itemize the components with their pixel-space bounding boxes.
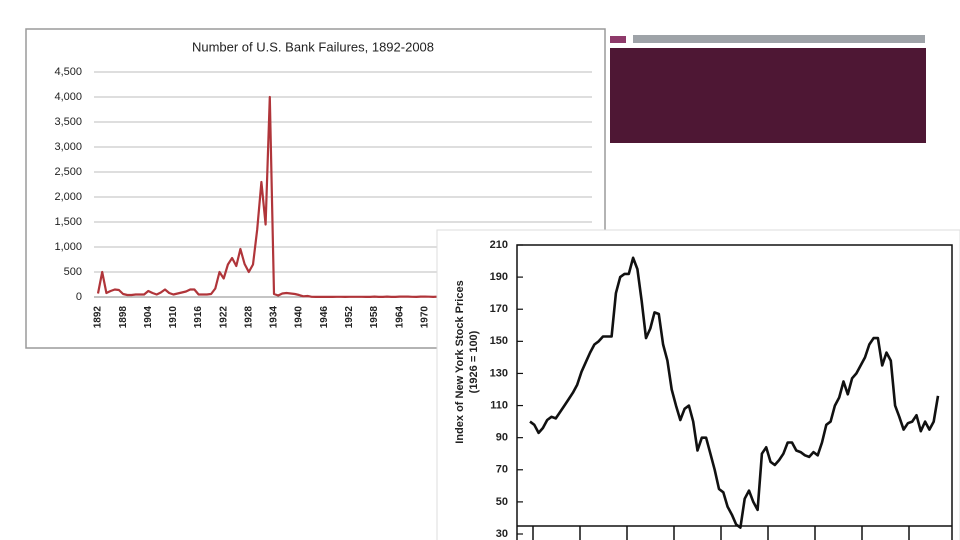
- y-tick-label: 170: [490, 303, 508, 315]
- y-tick-label: 1,000: [54, 241, 82, 253]
- y-tick-label: 4,000: [54, 91, 82, 103]
- y-tick-label: 130: [490, 367, 508, 379]
- chart-frame: [436, 229, 960, 540]
- accent-mark: [610, 36, 626, 43]
- y-tick-label: 210: [490, 239, 508, 251]
- x-tick-label: 1916: [193, 306, 204, 329]
- y-tick-label: 30: [496, 528, 508, 540]
- y-tick-label: 2,000: [54, 191, 82, 203]
- x-tick-label: 1892: [93, 306, 104, 329]
- y-tick-label: 190: [490, 271, 508, 283]
- y-axis-label-sub: (1926 = 100): [468, 330, 480, 393]
- x-tick-label: 1904: [143, 306, 154, 329]
- stock-price-chart: Index of New York Stock Prices (1926 = 1…: [436, 229, 960, 540]
- x-tick-label: 1964: [394, 306, 405, 329]
- y-tick-label: 500: [64, 266, 82, 278]
- y-tick-label: 70: [496, 464, 508, 476]
- x-tick-label: 1928: [243, 306, 254, 329]
- y-tick-label: 110: [490, 399, 508, 411]
- x-tick-label: 1970: [419, 306, 430, 329]
- y-tick-label: 0: [76, 291, 82, 303]
- x-tick-label: 1922: [218, 306, 229, 329]
- x-tick-label: 1952: [344, 306, 355, 329]
- x-tick-label: 1898: [118, 306, 129, 329]
- y-axis-label: Index of New York Stock Prices: [454, 280, 466, 443]
- y-tick-label: 150: [490, 335, 508, 347]
- y-tick-label: 4,500: [54, 66, 82, 78]
- y-tick-label: 3,500: [54, 116, 82, 128]
- x-tick-label: 1958: [369, 306, 380, 329]
- plot-frame: [516, 244, 953, 540]
- x-tick-label: 1946: [319, 306, 330, 329]
- x-tick-label: 1910: [168, 306, 179, 329]
- data-line: [96, 95, 446, 298]
- y-tick-label: 2,500: [54, 166, 82, 178]
- y-tick-label: 1,500: [54, 216, 82, 228]
- x-tick-label: 1934: [269, 306, 280, 329]
- title-box: [610, 48, 926, 143]
- accent-bar: [633, 35, 925, 43]
- y-tick-label: 3,000: [54, 141, 82, 153]
- data-line: [529, 256, 940, 529]
- x-tick-label: 1940: [294, 306, 305, 329]
- y-tick-label: 50: [496, 496, 508, 508]
- chart-title: Number of U.S. Bank Failures, 1892-2008: [192, 39, 434, 54]
- y-tick-label: 90: [496, 432, 508, 444]
